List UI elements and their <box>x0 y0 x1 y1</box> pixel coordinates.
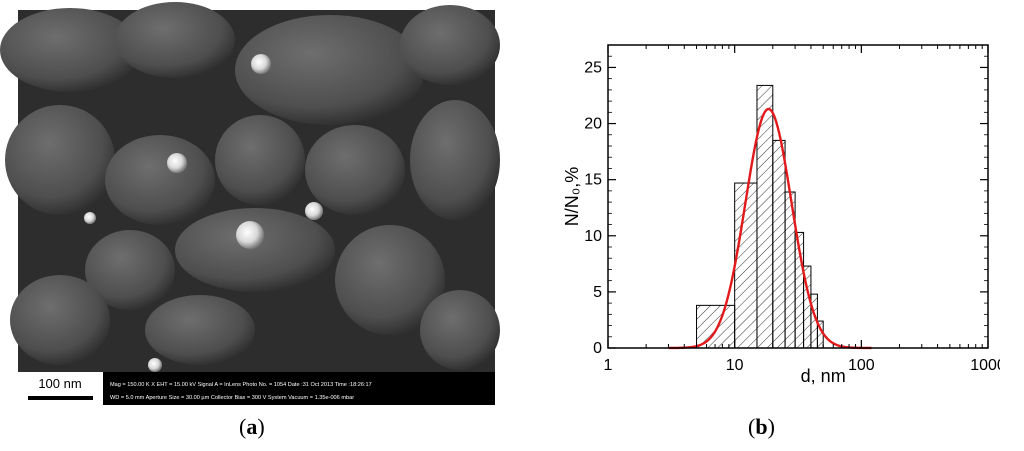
sem-particles <box>84 54 323 372</box>
lognormal-fit-curve <box>668 107 872 350</box>
histogram-bar <box>772 139 786 349</box>
y-tick-label: 25 <box>584 59 602 76</box>
plot-frame <box>607 44 989 349</box>
histogram-bar <box>696 304 736 349</box>
x-tick-label: 100 <box>848 357 875 374</box>
sem-micrograph: 100 nm Mag = 150.00 K X EHT = 15.00 kV S… <box>0 2 500 405</box>
y-tick-label: 0 <box>593 340 602 357</box>
panel-label-b: (b) <box>748 414 775 439</box>
sem-grains <box>0 2 500 370</box>
y-tick-label: 15 <box>584 172 602 189</box>
panel-label-a: (a) <box>239 414 265 439</box>
y-tick-label: 5 <box>593 284 602 301</box>
scale-bar-label: 100 nm <box>38 376 81 391</box>
sem-info-line-1: Mag = 150.00 K X EHT = 15.00 kV Signal A… <box>110 382 372 388</box>
x-axis-label: d, nm <box>801 366 846 385</box>
sem-info-line-2: WD = 5.0 mm Aperture Size = 30.00 µm Col… <box>110 395 354 401</box>
y-axis-label: N/N₀,% <box>562 167 582 226</box>
y-axis-ticks: 0 5 10 15 20 25 <box>584 55 988 357</box>
histogram-bars <box>696 84 824 349</box>
scale-bar <box>28 396 93 400</box>
x-tick-label: 10 <box>726 357 744 374</box>
y-tick-label: 10 <box>584 228 602 245</box>
x-tick-label: 1 <box>604 357 613 374</box>
y-tick-label: 20 <box>584 116 602 133</box>
